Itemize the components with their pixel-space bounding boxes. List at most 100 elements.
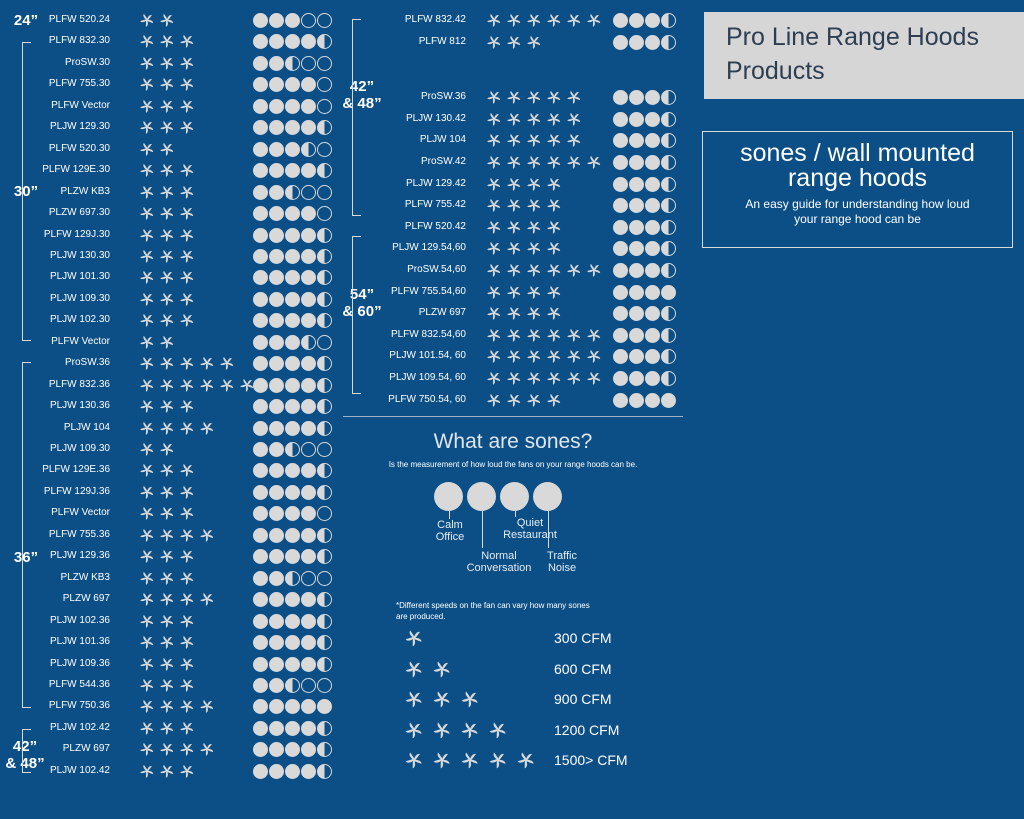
sone-dot-icon [253,720,268,736]
sone-dot-icon [285,742,300,758]
fan-rating [485,391,563,409]
fan-icon [158,97,176,115]
sone-rating [253,205,332,222]
sone-dot-icon [317,163,332,179]
sone-dot-icon [301,13,316,28]
size-label-42-48-left-line1: 42” [12,738,38,755]
sone-dot-icon [269,55,284,71]
fan-icon [178,461,196,479]
fan-icon [505,218,523,236]
fan-icon [158,140,176,158]
product-name: PLFW Vector [51,507,110,519]
fan-icon [138,590,156,608]
size-label-42-48-left: 42” & 48” [2,738,48,772]
sone-dot-icon [301,334,316,350]
sone-rating [613,284,676,301]
fan-icon [138,247,156,265]
fan-icon [138,547,156,565]
fan-icon [431,749,453,771]
sone-dot-icon [253,227,268,243]
info-heading-line1: sones / wall mounted [740,139,975,167]
product-name: PLJW 104 [419,134,466,146]
fan-icon [505,11,523,29]
fan-rating [138,311,196,329]
sone-dot-icon [269,13,284,28]
sone-dot-icon [661,111,676,127]
what-title: What are sones? [433,430,593,453]
sone-dot-icon [269,270,284,286]
fan-rating [138,290,196,308]
size-label-42-48-right-line1: 42” [349,78,375,95]
speed-note-line1: *Different speeds on the fan can vary ho… [396,601,590,610]
sone-level-dot-2 [467,482,496,511]
sone-dot-icon [645,133,660,149]
product-name: PLFW 755.42 [404,199,466,211]
fan-icon [545,304,563,322]
sone-dot-icon [629,111,644,127]
fan-icon [178,376,196,394]
sone-rating [253,312,332,329]
sone-dot-icon [301,592,316,608]
fan-icon [138,11,156,29]
cfm-fan-rating [403,658,453,680]
fan-icon [158,612,176,630]
product-name: PLFW 832.42 [404,14,466,25]
fan-icon [138,32,156,50]
fan-rating [485,261,603,279]
sone-dot-icon [317,98,332,114]
fan-icon [158,54,176,72]
sone-dot-icon [613,349,628,365]
size-label-36: 36” [13,549,39,566]
sone-dot-icon [253,291,268,307]
sone-dot-icon [269,720,284,736]
sone-dot-icon [645,155,660,170]
fan-rating [138,140,176,158]
fan-icon [178,504,196,522]
bracket-42-48-left [22,729,31,773]
sone-dot-icon [661,34,676,50]
fan-icon [138,54,156,72]
sone-dot-icon [253,334,268,350]
fan-icon [403,627,425,649]
fan-icon [485,347,503,365]
fan-icon [158,118,176,136]
fan-icon [505,326,523,344]
fan-icon [505,283,523,301]
product-name: PLJW 130.30 [49,249,110,261]
product-name: PLJW 129.54,60 [392,242,466,254]
sone-dot-icon [629,13,644,28]
sone-dot-icon [301,763,316,779]
sone-level-label-1-line2: Office [435,531,465,543]
sone-dot-icon [629,219,644,235]
fan-icon [178,97,196,115]
sone-rating [613,132,676,149]
fan-icon [158,75,176,93]
sone-rating [253,55,332,72]
fan-icon [505,347,523,365]
fan-icon [138,333,156,351]
sone-dot-icon [285,334,300,350]
fan-icon [485,33,503,51]
fan-rating [138,54,196,72]
sone-dot-icon [269,463,284,479]
bracket-42-48-right [352,19,361,216]
fan-icon [158,419,176,437]
fan-icon [565,326,583,344]
sone-dot-icon [645,176,660,192]
fan-icon [525,326,543,344]
sone-dot-icon [269,313,284,329]
fan-icon [485,11,503,29]
sone-dot-icon [269,570,284,586]
fan-icon [525,88,543,106]
sone-dot-icon [645,349,660,365]
sone-dot-icon [253,98,268,114]
fan-icon [158,461,176,479]
sone-dot-icon [285,592,300,608]
fan-icon [178,633,196,651]
sone-dot-icon [285,98,300,114]
sone-rating [253,98,332,115]
fan-icon [545,175,563,193]
sone-dot-icon [301,527,316,543]
product-name: PLFW 755.54,60 [390,285,466,297]
fan-icon [545,369,563,387]
